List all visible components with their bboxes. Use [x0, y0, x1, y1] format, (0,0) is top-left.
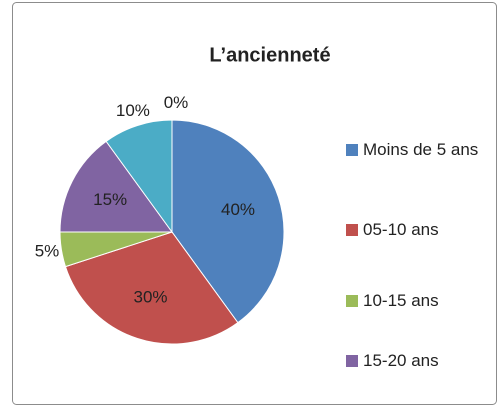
legend-item: 05-10 ans	[346, 215, 486, 245]
data-label: 10%	[116, 101, 150, 120]
data-label: 30%	[134, 288, 168, 307]
pie-slice	[171, 119, 285, 324]
data-label: 15%	[93, 190, 127, 209]
legend-item: 15-20 ans	[346, 346, 486, 376]
legend-label: 15-20 ans	[363, 351, 439, 370]
legend-swatch	[346, 224, 358, 236]
legend-label: 10-15 ans	[363, 291, 439, 310]
legend-swatch	[346, 144, 358, 156]
legend-item: Moins de 5 ans	[346, 135, 486, 165]
data-label: 5%	[35, 241, 60, 260]
data-label: 0%	[164, 93, 189, 112]
data-label: 40%	[221, 200, 255, 219]
pie-slice	[64, 231, 239, 345]
legend-label: Moins de 5 ans	[363, 140, 479, 159]
legend-swatch	[346, 295, 358, 307]
legend-label: 05-10 ans	[363, 220, 439, 239]
pie-slice	[105, 119, 173, 234]
legend-swatch	[346, 355, 358, 367]
legend-item: 10-15 ans	[346, 286, 486, 316]
pie-slice	[59, 140, 173, 233]
chart-title: L’ancienneté	[209, 44, 330, 66]
